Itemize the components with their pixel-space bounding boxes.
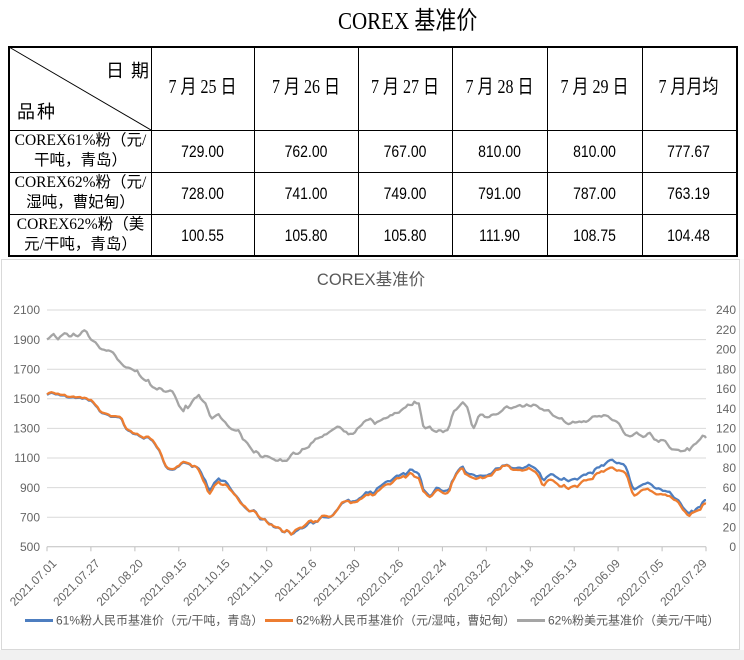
svg-text:160: 160: [716, 382, 736, 396]
svg-text:180: 180: [716, 362, 736, 376]
svg-text:80: 80: [723, 461, 737, 475]
svg-text:1300: 1300: [13, 422, 40, 436]
svg-text:240: 240: [716, 303, 736, 317]
svg-text:1700: 1700: [13, 362, 40, 376]
svg-text:2100: 2100: [13, 303, 40, 317]
svg-text:1500: 1500: [13, 392, 40, 406]
svg-text:200: 200: [716, 343, 736, 357]
svg-text:62%粉美元基准价（美元/干吨）: 62%粉美元基准价（美元/干吨）: [548, 614, 719, 628]
svg-text:60: 60: [723, 481, 737, 495]
svg-text:40: 40: [723, 501, 737, 515]
svg-text:0: 0: [729, 540, 736, 554]
svg-text:120: 120: [716, 422, 736, 436]
svg-text:COREX基准价: COREX基准价: [317, 270, 425, 289]
svg-text:900: 900: [20, 481, 40, 495]
svg-text:1100: 1100: [14, 451, 40, 465]
svg-text:20: 20: [723, 520, 737, 534]
svg-text:61%粉人民币基准价（元/干吨，青岛）: 61%粉人民币基准价（元/干吨，青岛）: [56, 613, 263, 628]
svg-text:220: 220: [716, 323, 736, 337]
svg-text:100: 100: [716, 441, 736, 455]
svg-text:140: 140: [716, 402, 736, 416]
svg-text:1900: 1900: [13, 333, 40, 347]
svg-text:700: 700: [20, 510, 40, 524]
svg-text:500: 500: [20, 540, 40, 554]
svg-text:62%粉人民币基准价（元/湿吨，曹妃甸）: 62%粉人民币基准价（元/湿吨，曹妃甸）: [296, 613, 515, 628]
